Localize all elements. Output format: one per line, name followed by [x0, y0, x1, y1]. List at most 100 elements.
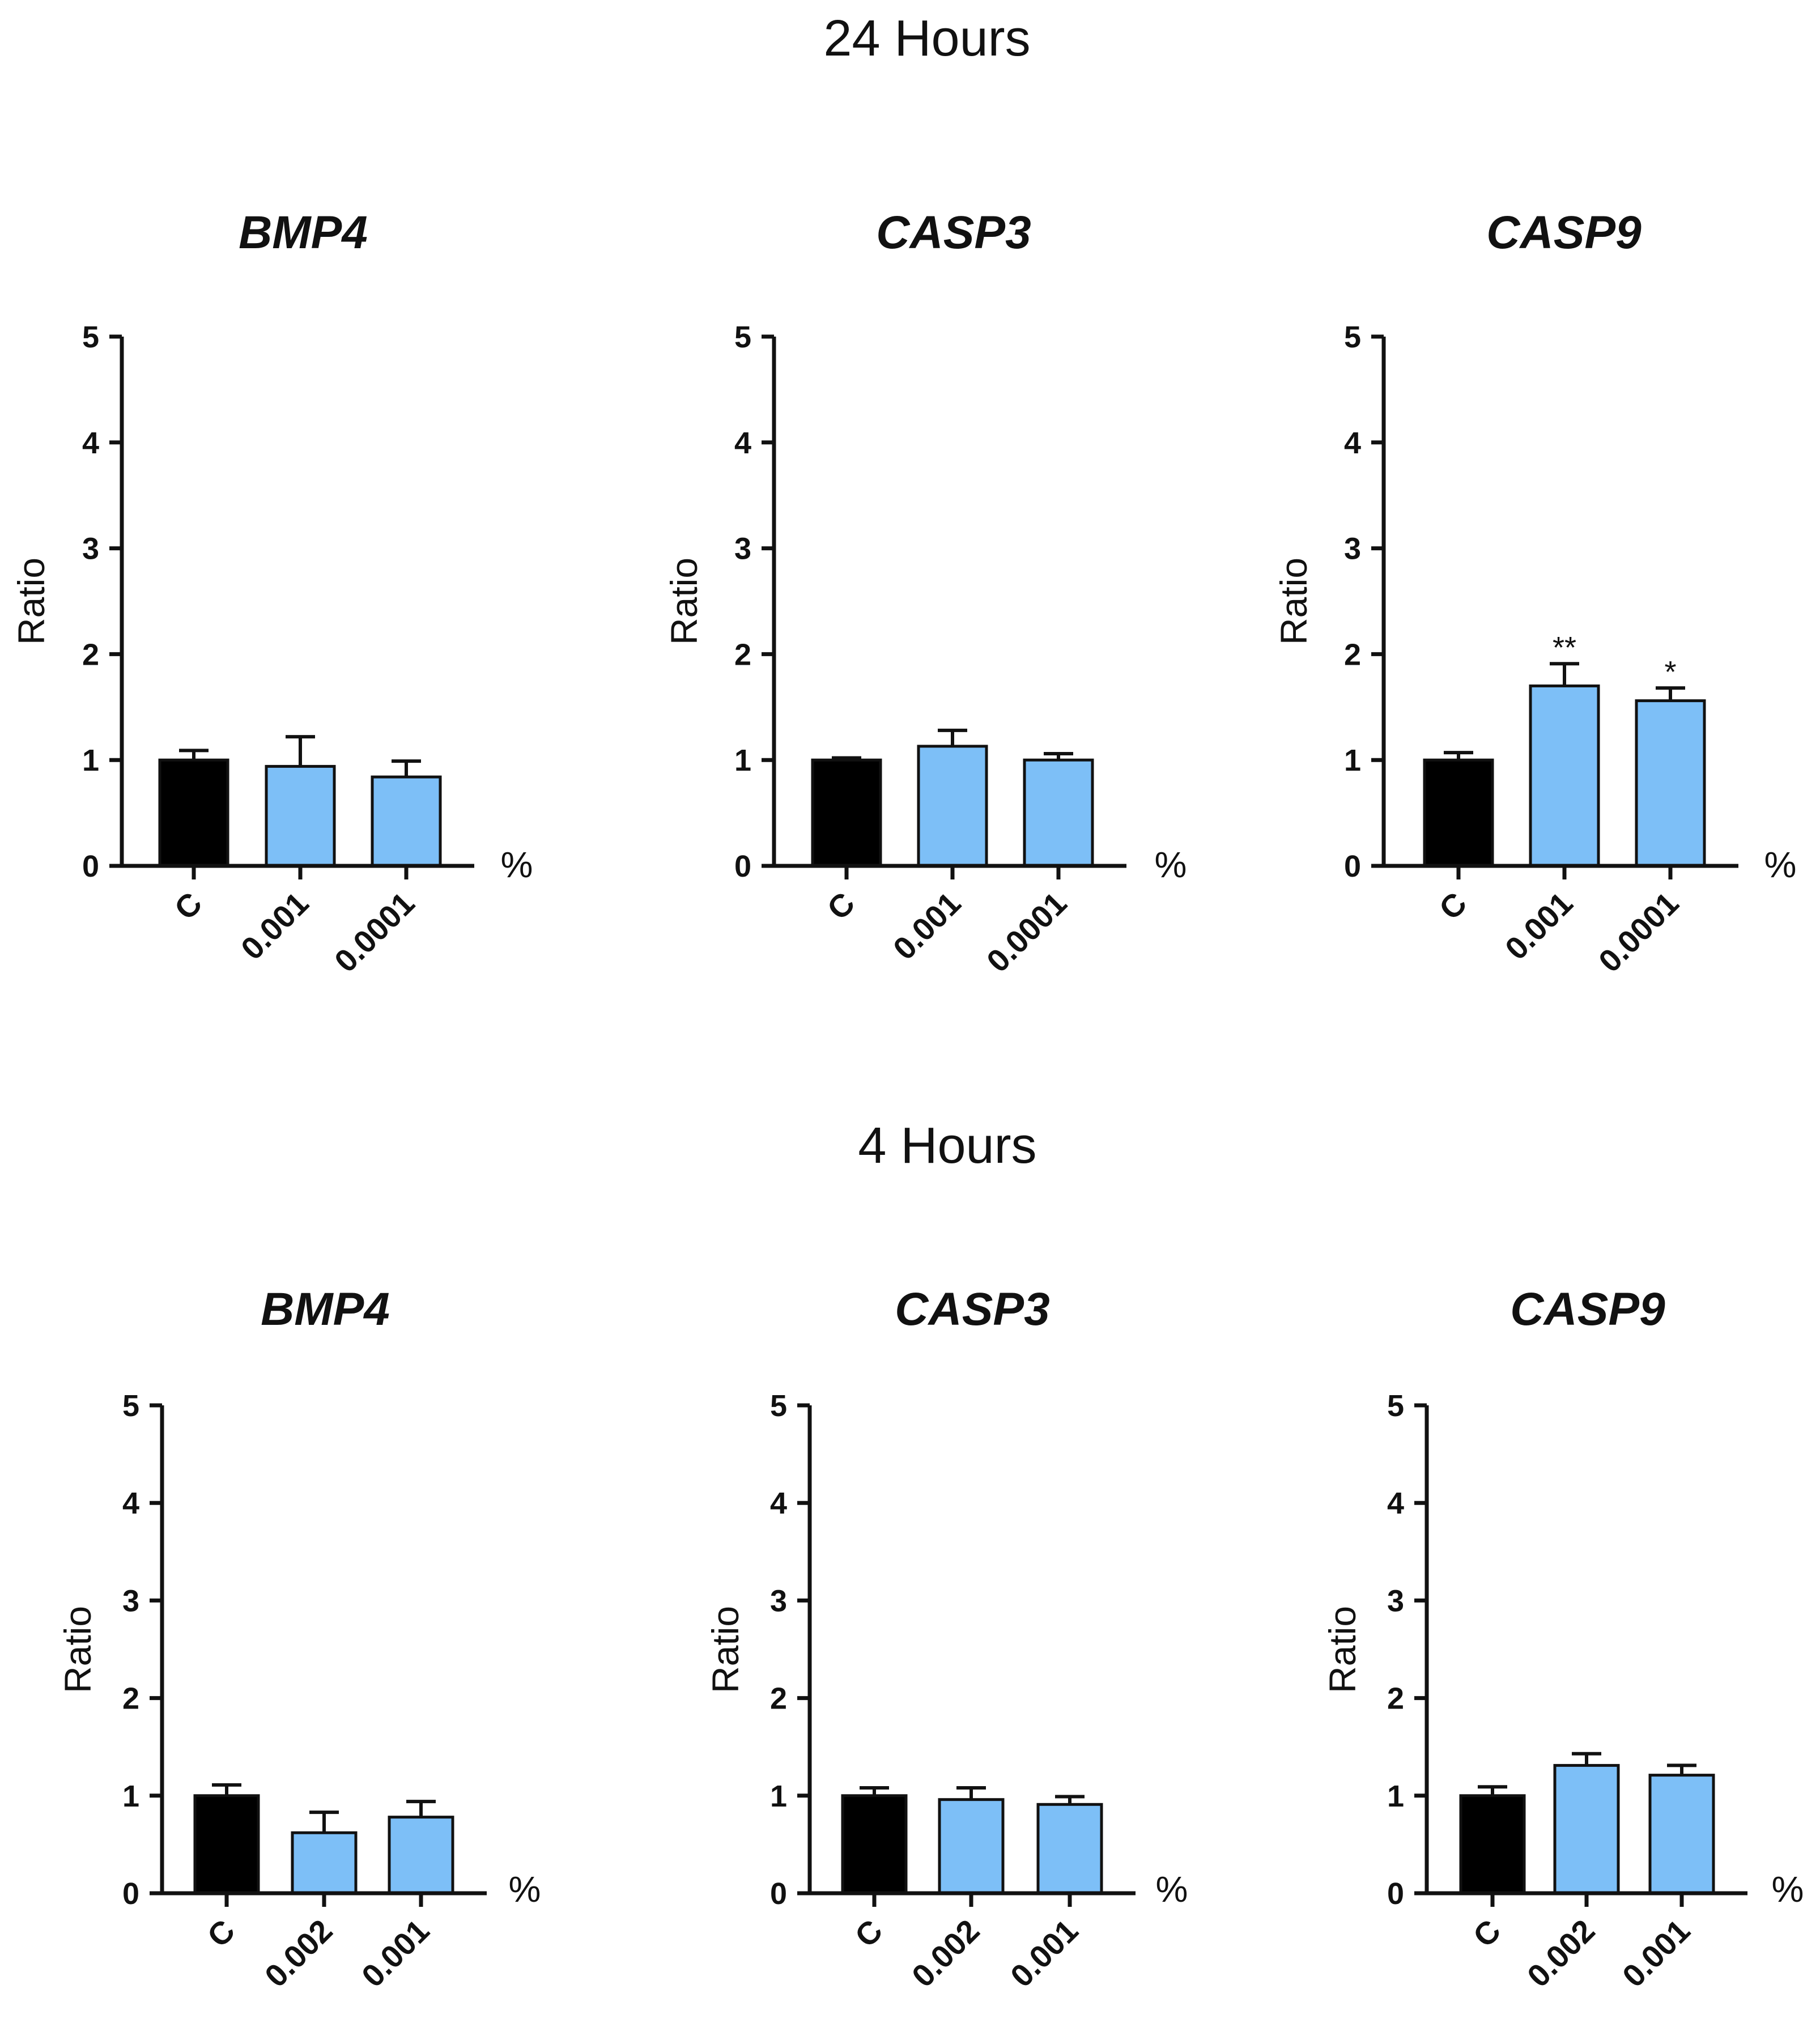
- chart-panel-24h-casp3: CASP3 Ratio 0 1 2 3 4 5 C 0.001 0.0001%: [663, 207, 1187, 979]
- y-tick-label: 5: [770, 1389, 787, 1423]
- section-title-24-hours: 24 Hours: [823, 10, 1030, 67]
- unit-label: %: [501, 844, 533, 885]
- section-title-4-hours: 4 Hours: [858, 1117, 1036, 1174]
- x-category-label: C: [200, 1912, 241, 1954]
- y-axis-title: Ratio: [1321, 1606, 1363, 1693]
- y-tick-label: 1: [734, 743, 751, 777]
- y-axis-title: Ratio: [57, 1606, 99, 1693]
- significance-marker: **: [1553, 631, 1576, 665]
- bar-treatment: [1648, 1774, 1715, 1895]
- significance-marker: *: [1664, 655, 1676, 689]
- y-tick-label: 2: [82, 638, 99, 672]
- y-tick-label: 4: [1387, 1486, 1404, 1520]
- y-tick-label: 5: [1344, 320, 1361, 354]
- y-tick-label: 0: [770, 1877, 787, 1911]
- y-tick-label: 1: [122, 1779, 139, 1813]
- bar-control: [811, 758, 882, 868]
- y-tick-label: 2: [1344, 638, 1361, 672]
- chart-title: CASP9: [1510, 1284, 1665, 1335]
- x-category-label: 0.001: [886, 885, 968, 967]
- y-axis-title: Ratio: [663, 558, 705, 645]
- x-category-label: C: [1466, 1912, 1507, 1954]
- y-tick-label: 3: [1344, 532, 1361, 566]
- unit-label: %: [1764, 844, 1797, 885]
- chart-panel-4h-casp9: CASP9 Ratio 0 1 2 3 4 5 C 0.002 0.001%: [1321, 1284, 1804, 1994]
- bar-control: [158, 758, 229, 868]
- x-category-label: C: [820, 885, 861, 926]
- y-axis-title: Ratio: [1273, 558, 1315, 645]
- y-tick-label: 5: [1387, 1389, 1404, 1423]
- y-tick-label: 3: [1387, 1584, 1404, 1618]
- bar-treatment: [1635, 699, 1706, 868]
- x-category-label: 0.001: [1615, 1912, 1697, 1994]
- y-tick-label: 2: [770, 1682, 787, 1716]
- bar-treatment: [388, 1816, 454, 1895]
- bar-control: [1459, 1794, 1526, 1895]
- x-category-label: C: [848, 1912, 889, 1954]
- y-tick-label: 4: [82, 426, 99, 460]
- chart-panel-4h-casp3: CASP3 Ratio 0 1 2 3 4 5 C 0.002 0.001%: [704, 1284, 1188, 1994]
- bar-control: [1423, 758, 1494, 868]
- x-category-label: 0.001: [1498, 885, 1580, 967]
- y-axis-title: Ratio: [10, 558, 52, 645]
- y-tick-label: 2: [734, 638, 751, 672]
- y-tick-label: 4: [770, 1486, 787, 1520]
- bar-treatment: [291, 1831, 358, 1895]
- x-category-label: 0.002: [1520, 1912, 1602, 1994]
- y-tick-label: 0: [734, 849, 751, 883]
- bar-treatment: [1553, 1763, 1620, 1895]
- y-tick-label: 3: [82, 532, 99, 566]
- y-tick-label: 5: [122, 1389, 139, 1423]
- x-category-label: C: [167, 885, 209, 926]
- y-tick-label: 3: [734, 532, 751, 566]
- y-tick-label: 4: [1344, 426, 1361, 460]
- x-category-label: 0.001: [1003, 1912, 1085, 1994]
- x-category-label: 0.002: [258, 1912, 339, 1994]
- x-category-label: 0.0001: [1592, 885, 1686, 979]
- y-tick-label: 1: [1344, 743, 1361, 777]
- bar-treatment: [371, 775, 442, 868]
- bar-treatment: [1023, 758, 1094, 868]
- x-category-label: 0.0001: [980, 885, 1074, 979]
- y-tick-label: 0: [1344, 849, 1361, 883]
- bar-treatment: [938, 1798, 1005, 1895]
- chart-title: CASP9: [1486, 207, 1642, 258]
- y-tick-label: 2: [122, 1682, 139, 1716]
- y-tick-label: 0: [122, 1877, 139, 1911]
- bar-control: [193, 1794, 260, 1895]
- y-tick-label: 1: [770, 1779, 787, 1813]
- y-tick-label: 3: [770, 1584, 787, 1618]
- bar-control: [841, 1794, 908, 1895]
- chart-title: BMP4: [239, 207, 368, 258]
- y-tick-label: 0: [82, 849, 99, 883]
- chart-panel-4h-bmp4: BMP4 Ratio 0 1 2 3 4 5 C 0.002 0.001%: [57, 1284, 541, 1994]
- unit-label: %: [1156, 1869, 1188, 1910]
- y-tick-label: 4: [734, 426, 751, 460]
- chart-title: BMP4: [261, 1284, 390, 1335]
- bar-treatment: [265, 764, 336, 868]
- x-category-label: 0.001: [355, 1912, 436, 1994]
- chart-title: CASP3: [895, 1284, 1049, 1335]
- bar-treatment: [917, 745, 988, 868]
- x-category-label: 0.001: [234, 885, 316, 967]
- x-category-label: 0.0001: [328, 885, 422, 979]
- y-tick-label: 0: [1387, 1877, 1404, 1911]
- y-tick-label: 1: [82, 743, 99, 777]
- y-tick-label: 1: [1387, 1779, 1404, 1813]
- y-axis-title: Ratio: [704, 1606, 746, 1693]
- bar-treatment: [1036, 1803, 1103, 1895]
- bar-treatment: [1529, 684, 1600, 868]
- y-tick-label: 3: [122, 1584, 139, 1618]
- y-tick-label: 5: [82, 320, 99, 354]
- x-category-label: 0.002: [905, 1912, 986, 1994]
- y-tick-label: 2: [1387, 1682, 1404, 1716]
- y-tick-label: 4: [122, 1486, 139, 1520]
- y-tick-label: 5: [734, 320, 751, 354]
- chart-title: CASP3: [876, 207, 1031, 258]
- unit-label: %: [509, 1869, 541, 1910]
- unit-label: %: [1772, 1869, 1804, 1910]
- chart-panel-24h-bmp4: BMP4 Ratio 0 1 2 3 4 5 C 0.001 0.0001%: [10, 207, 533, 979]
